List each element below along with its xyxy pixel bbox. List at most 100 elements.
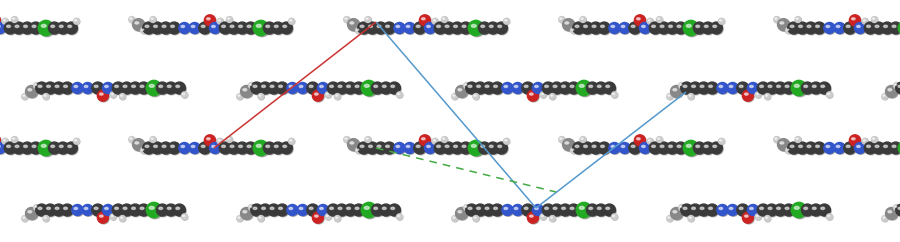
Circle shape xyxy=(854,23,866,34)
Circle shape xyxy=(571,28,577,34)
Ellipse shape xyxy=(600,25,605,28)
Ellipse shape xyxy=(873,18,875,19)
Circle shape xyxy=(543,205,555,217)
Circle shape xyxy=(451,22,464,34)
Ellipse shape xyxy=(315,215,318,217)
Circle shape xyxy=(344,136,350,143)
Ellipse shape xyxy=(611,25,615,28)
Circle shape xyxy=(824,143,836,154)
Circle shape xyxy=(133,20,145,31)
Circle shape xyxy=(40,142,55,157)
Circle shape xyxy=(706,82,718,94)
Circle shape xyxy=(492,83,504,95)
Ellipse shape xyxy=(572,29,573,30)
Ellipse shape xyxy=(35,84,37,85)
Circle shape xyxy=(550,93,555,99)
Ellipse shape xyxy=(171,145,175,147)
Circle shape xyxy=(855,143,867,154)
Circle shape xyxy=(766,204,778,216)
Circle shape xyxy=(568,204,580,216)
Circle shape xyxy=(805,142,816,154)
Circle shape xyxy=(896,83,900,95)
Circle shape xyxy=(3,19,8,25)
Ellipse shape xyxy=(94,85,98,87)
Circle shape xyxy=(702,142,714,154)
Ellipse shape xyxy=(468,85,472,87)
Circle shape xyxy=(390,83,401,95)
Ellipse shape xyxy=(290,140,292,141)
Circle shape xyxy=(824,143,835,153)
Ellipse shape xyxy=(815,145,819,147)
Ellipse shape xyxy=(266,145,270,147)
Ellipse shape xyxy=(493,85,498,87)
Ellipse shape xyxy=(592,25,596,28)
Circle shape xyxy=(609,23,621,34)
Circle shape xyxy=(375,143,388,155)
Ellipse shape xyxy=(713,145,716,147)
Circle shape xyxy=(541,92,546,98)
Ellipse shape xyxy=(490,145,493,147)
Ellipse shape xyxy=(680,206,681,207)
Circle shape xyxy=(748,205,760,216)
Circle shape xyxy=(148,204,163,219)
Circle shape xyxy=(460,142,472,154)
Circle shape xyxy=(103,83,113,93)
Ellipse shape xyxy=(100,93,104,95)
Circle shape xyxy=(657,17,663,23)
Ellipse shape xyxy=(680,84,681,85)
Ellipse shape xyxy=(589,207,592,210)
Circle shape xyxy=(328,83,340,95)
Circle shape xyxy=(755,92,761,98)
Circle shape xyxy=(503,18,509,24)
Circle shape xyxy=(130,205,142,217)
Ellipse shape xyxy=(135,22,139,24)
Circle shape xyxy=(367,143,379,155)
Ellipse shape xyxy=(458,89,462,91)
Circle shape xyxy=(814,142,825,154)
Circle shape xyxy=(872,137,878,143)
Ellipse shape xyxy=(55,207,58,210)
Circle shape xyxy=(667,93,672,99)
Circle shape xyxy=(22,216,28,222)
Circle shape xyxy=(37,83,49,95)
Circle shape xyxy=(474,82,486,94)
Circle shape xyxy=(786,148,792,154)
Circle shape xyxy=(670,85,682,97)
Circle shape xyxy=(891,143,900,155)
Circle shape xyxy=(774,204,787,216)
Ellipse shape xyxy=(289,207,293,210)
Circle shape xyxy=(151,142,163,154)
Circle shape xyxy=(580,136,586,143)
Ellipse shape xyxy=(154,25,157,28)
Circle shape xyxy=(442,16,447,23)
Ellipse shape xyxy=(898,85,900,87)
Circle shape xyxy=(630,23,642,35)
Circle shape xyxy=(684,142,699,157)
Circle shape xyxy=(658,22,670,34)
Circle shape xyxy=(475,205,487,217)
Circle shape xyxy=(671,208,683,220)
Circle shape xyxy=(37,205,49,217)
Circle shape xyxy=(680,204,693,216)
Circle shape xyxy=(253,140,268,156)
Ellipse shape xyxy=(826,25,830,28)
Ellipse shape xyxy=(145,25,148,28)
Circle shape xyxy=(578,204,593,219)
Ellipse shape xyxy=(421,18,425,20)
Ellipse shape xyxy=(230,25,234,28)
Circle shape xyxy=(502,83,513,93)
Circle shape xyxy=(143,142,155,154)
Circle shape xyxy=(894,205,900,211)
Ellipse shape xyxy=(477,85,481,87)
Circle shape xyxy=(82,204,93,216)
Circle shape xyxy=(827,214,832,220)
Circle shape xyxy=(681,205,694,217)
Circle shape xyxy=(443,22,454,34)
Ellipse shape xyxy=(369,145,373,147)
Ellipse shape xyxy=(427,145,430,148)
Ellipse shape xyxy=(505,140,507,141)
Circle shape xyxy=(466,83,479,95)
Circle shape xyxy=(289,139,295,145)
Circle shape xyxy=(738,205,750,217)
Circle shape xyxy=(479,142,490,154)
